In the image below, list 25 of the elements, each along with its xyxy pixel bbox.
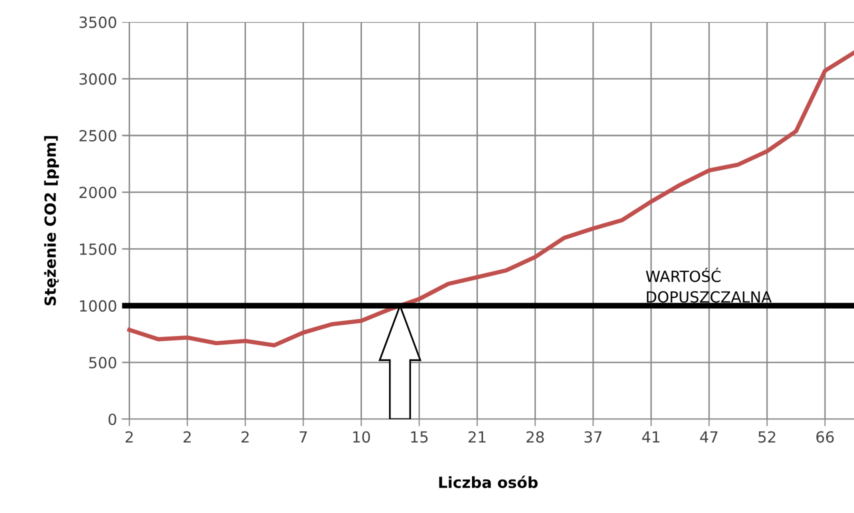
y-tick-label: 0 [108, 414, 116, 426]
x-axis-title: Liczba osób [439, 476, 538, 488]
ref-line-label: WARTOŚĆ DOPUSZCZALNA [646, 268, 772, 303]
x-tick-label: 47 [700, 431, 718, 443]
y-tick-label: 500 [89, 356, 116, 368]
x-tick-label: 15 [411, 431, 428, 443]
x-tick-label: 2 [126, 431, 133, 443]
line-series [127, 50, 854, 348]
x-tick-label: 21 [468, 431, 486, 443]
x-tick-label: 52 [758, 431, 776, 443]
x-tick-label: 7 [300, 431, 307, 443]
y-tick-label: 1500 [80, 243, 116, 255]
x-tick-label: 10 [353, 431, 370, 443]
x-tick-label: 66 [816, 431, 834, 443]
y-tick-label: 3500 [80, 16, 116, 28]
y-axis-title: Stężenie CO2 [ppm] [44, 136, 59, 306]
x-tick-label: 2 [242, 431, 249, 443]
y-tick-label: 3000 [80, 73, 116, 85]
y-tick-label: 2000 [80, 186, 116, 198]
x-tick-label: 2 [184, 431, 191, 443]
y-tick-label: 1000 [80, 300, 116, 312]
y-tick-label: 2500 [80, 130, 116, 142]
x-tick-label: 37 [584, 431, 602, 443]
x-tick-label: 28 [526, 431, 544, 443]
x-tick-label: 41 [642, 431, 660, 443]
